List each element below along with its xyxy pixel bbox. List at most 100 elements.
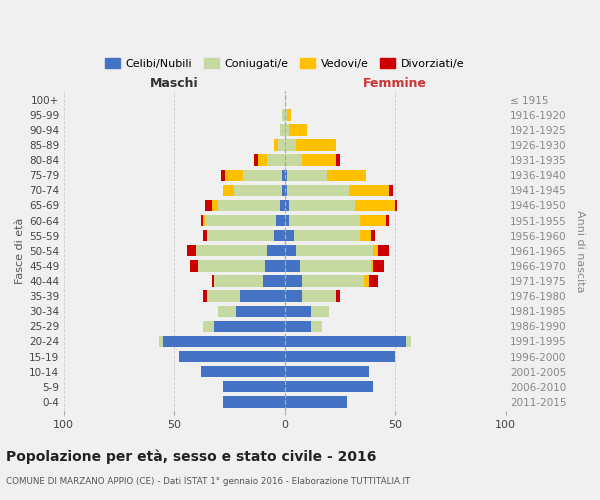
Bar [179, 351, 284, 362]
Bar [207, 230, 274, 241]
Bar [284, 366, 368, 378]
Bar [284, 109, 287, 120]
Bar [221, 170, 225, 181]
Bar [212, 276, 214, 286]
Bar [368, 276, 377, 286]
Bar [289, 200, 355, 211]
Bar [284, 124, 289, 136]
Bar [284, 351, 395, 362]
Bar [364, 276, 368, 286]
Bar [225, 170, 242, 181]
Text: Maschi: Maschi [150, 77, 199, 90]
Bar [373, 245, 377, 256]
Bar [377, 245, 389, 256]
Bar [284, 290, 302, 302]
Bar [326, 170, 367, 181]
Bar [386, 215, 389, 226]
Bar [205, 215, 276, 226]
Bar [267, 154, 284, 166]
Text: COMUNE DI MARZANO APPIO (CE) - Dati ISTAT 1° gennaio 2016 - Elaborazione TUTTITA: COMUNE DI MARZANO APPIO (CE) - Dati ISTA… [6, 478, 410, 486]
Bar [280, 200, 284, 211]
Bar [284, 260, 300, 272]
Bar [283, 184, 284, 196]
Bar [284, 184, 287, 196]
Bar [300, 260, 371, 272]
Bar [287, 170, 326, 181]
Bar [254, 154, 258, 166]
Bar [302, 276, 364, 286]
Bar [203, 320, 214, 332]
Bar [389, 184, 393, 196]
Bar [200, 215, 203, 226]
Bar [373, 260, 384, 272]
Bar [214, 276, 263, 286]
Bar [203, 290, 207, 302]
Bar [205, 200, 212, 211]
Bar [263, 276, 284, 286]
Bar [280, 124, 284, 136]
Bar [287, 184, 349, 196]
Bar [335, 154, 340, 166]
Bar [284, 230, 293, 241]
Bar [203, 215, 205, 226]
Bar [223, 396, 284, 407]
Bar [284, 200, 289, 211]
Bar [311, 320, 322, 332]
Bar [190, 260, 199, 272]
Bar [302, 290, 335, 302]
Bar [196, 245, 267, 256]
Bar [284, 215, 289, 226]
Bar [349, 184, 389, 196]
Bar [284, 245, 296, 256]
Bar [284, 320, 311, 332]
Bar [283, 109, 284, 120]
Text: Popolazione per età, sesso e stato civile - 2016: Popolazione per età, sesso e stato civil… [6, 450, 376, 464]
Bar [284, 336, 406, 347]
Bar [371, 260, 373, 272]
Bar [212, 200, 218, 211]
Bar [296, 245, 373, 256]
Bar [284, 381, 373, 392]
Bar [293, 230, 360, 241]
Bar [200, 366, 284, 378]
Bar [360, 215, 386, 226]
Bar [287, 109, 291, 120]
Bar [236, 306, 284, 317]
Bar [296, 140, 335, 150]
Bar [234, 184, 283, 196]
Bar [223, 184, 234, 196]
Bar [241, 290, 284, 302]
Bar [284, 396, 347, 407]
Bar [267, 245, 284, 256]
Bar [274, 230, 284, 241]
Bar [218, 200, 280, 211]
Bar [242, 170, 283, 181]
Bar [302, 154, 335, 166]
Bar [218, 306, 236, 317]
Bar [311, 306, 329, 317]
Bar [406, 336, 410, 347]
Bar [276, 215, 284, 226]
Bar [289, 215, 360, 226]
Bar [199, 260, 265, 272]
Bar [158, 336, 163, 347]
Bar [284, 140, 296, 150]
Bar [284, 170, 287, 181]
Bar [214, 320, 284, 332]
Bar [274, 140, 278, 150]
Bar [283, 170, 284, 181]
Bar [187, 245, 196, 256]
Bar [163, 336, 284, 347]
Text: Femmine: Femmine [363, 77, 427, 90]
Bar [223, 381, 284, 392]
Bar [289, 124, 307, 136]
Y-axis label: Fasce di età: Fasce di età [15, 218, 25, 284]
Legend: Celibi/Nubili, Coniugati/e, Vedovi/e, Divorziati/e: Celibi/Nubili, Coniugati/e, Vedovi/e, Di… [100, 54, 469, 74]
Bar [395, 200, 397, 211]
Bar [278, 140, 284, 150]
Bar [355, 200, 395, 211]
Bar [207, 290, 241, 302]
Bar [284, 276, 302, 286]
Bar [265, 260, 284, 272]
Bar [371, 230, 376, 241]
